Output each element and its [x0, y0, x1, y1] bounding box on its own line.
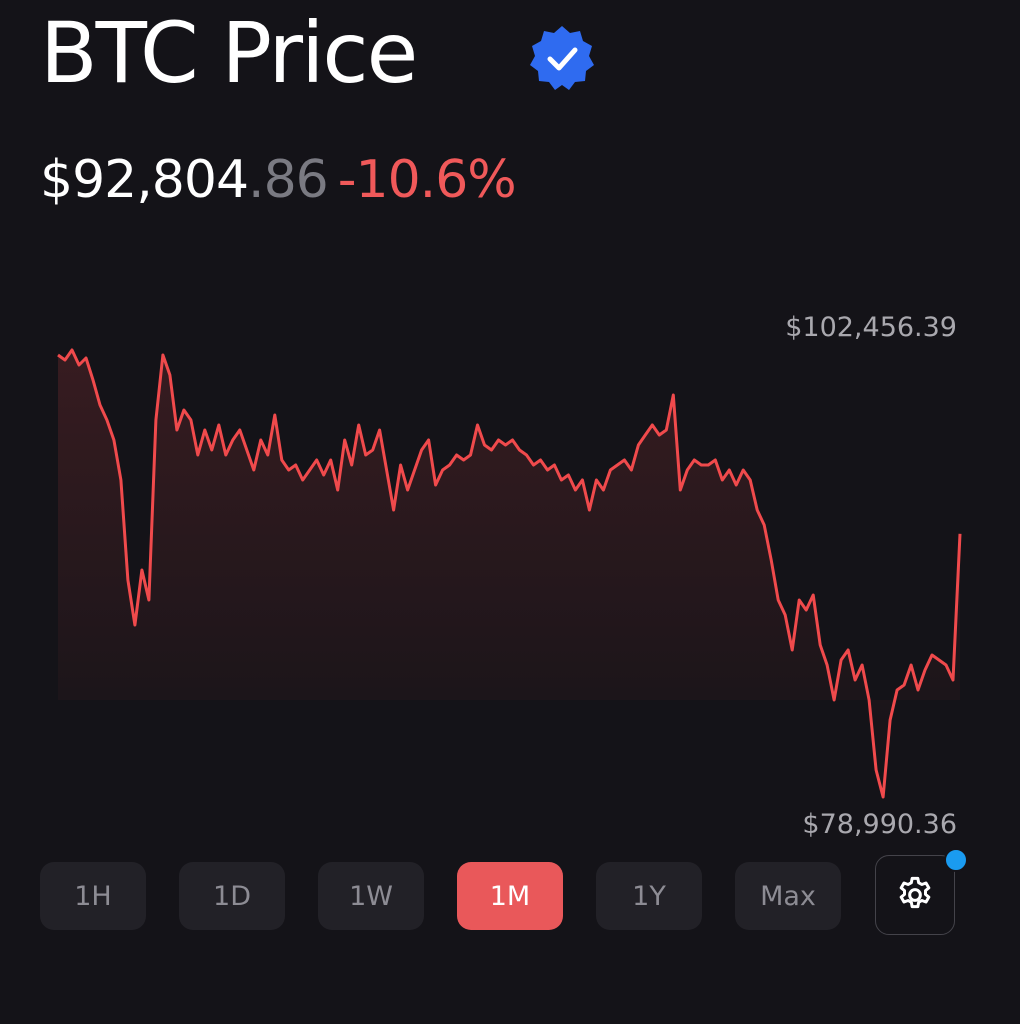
gear-icon [899, 876, 931, 909]
chart: $102,456.39 $78,990.36 [57, 312, 962, 840]
range-button[interactable]: 1Y [596, 862, 702, 930]
price-whole: $92,804 [40, 150, 249, 210]
price: $92,804.86 -10.6% [40, 150, 517, 210]
range-button[interactable]: 1W [318, 862, 424, 930]
range-button[interactable]: 1M [457, 862, 563, 930]
price-line [57, 348, 962, 799]
range-button[interactable]: 1H [40, 862, 146, 930]
settings-button[interactable] [875, 855, 955, 935]
price-label: $78,990.36 [802, 809, 957, 840]
area-fill [58, 350, 960, 797]
range-button[interactable]: Max [735, 862, 841, 930]
price-change: -10.6% [337, 150, 517, 210]
price-cents: .86 [248, 150, 329, 210]
title: BTC Price [40, 4, 418, 102]
verified-badge [530, 26, 594, 90]
price-label: $102,456.39 [785, 312, 957, 343]
range-button[interactable]: 1D [179, 862, 285, 930]
notification-dot [944, 848, 968, 872]
